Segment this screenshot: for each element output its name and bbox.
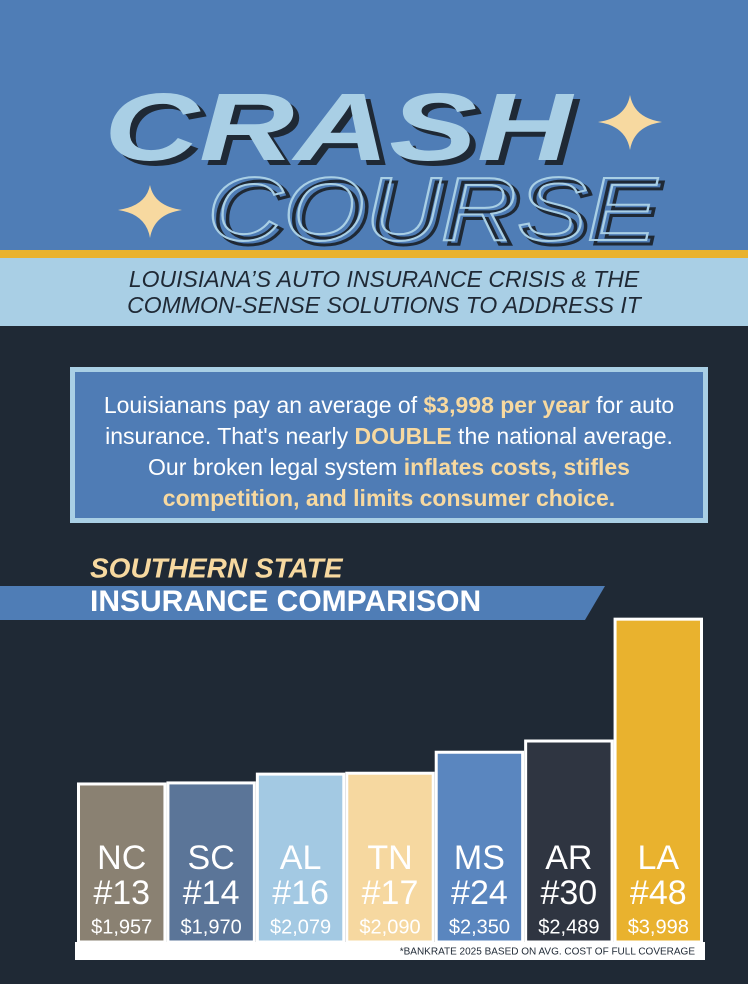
value-label: $2,090 [359, 916, 420, 938]
heading-ribbon [0, 586, 605, 620]
state-label: SC [188, 839, 235, 877]
chart-title: SOUTHERN STATE [90, 552, 344, 583]
rank-label: #48 [630, 874, 687, 912]
state-label: TN [367, 839, 412, 877]
value-label: $1,970 [181, 916, 242, 938]
bar [255, 772, 346, 944]
value-label: $2,489 [538, 916, 599, 938]
stripe [0, 250, 748, 258]
bar [77, 782, 167, 944]
subtitle: LOUISIANA’S AUTO INSURANCE CRISIS & THE [129, 266, 640, 292]
bar [166, 781, 256, 944]
title: CRASH [104, 74, 574, 181]
title: COURSE [212, 164, 663, 264]
sparkle [118, 185, 182, 238]
intro-text: for auto insurance. That's nearly [105, 392, 675, 449]
rank-label: #24 [451, 874, 508, 912]
subtitle-band [0, 258, 748, 326]
value-label: $2,350 [449, 916, 510, 938]
bar [613, 617, 703, 944]
intro-text: Louisianans pay an average of [103, 392, 424, 418]
state-label: MS [454, 839, 505, 877]
bar [434, 750, 525, 944]
title-shadow: CRASH [110, 79, 580, 186]
rank-label: #13 [93, 874, 150, 912]
rank-label: #16 [272, 874, 329, 912]
value-label: $3,998 [628, 916, 689, 938]
baseline-strip [75, 942, 705, 960]
value-label: $2,079 [270, 916, 331, 938]
footnote: *BANKRATE 2025 BASED ON AVG. COST OF FUL… [400, 947, 696, 958]
sparkle [598, 95, 662, 150]
state-label: AL [280, 839, 322, 877]
state-label: LA [637, 839, 679, 877]
highlight-text: DOUBLE [354, 423, 452, 449]
chart-title: INSURANCE COMPARISON [90, 585, 481, 618]
rank-label: #17 [362, 874, 419, 912]
bar [524, 739, 614, 944]
highlight-text: $3,998 per year [423, 392, 590, 418]
intro-text: the national average. Our broken legal s… [148, 423, 673, 480]
title-outline: COURSE [207, 160, 658, 260]
highlight-text: inflates costs, stifles competition, and… [162, 454, 630, 511]
state-label: NC [97, 839, 146, 877]
rank-label: #14 [183, 874, 240, 912]
intro-box: Louisianans pay an average of $3,998 per… [70, 367, 708, 523]
subtitle: COMMON-SENSE SOLUTIONS TO ADDRESS IT [127, 292, 643, 318]
rank-label: #30 [540, 874, 597, 912]
bar [345, 771, 435, 944]
state-label: AR [545, 839, 592, 877]
value-label: $1,957 [91, 916, 152, 938]
